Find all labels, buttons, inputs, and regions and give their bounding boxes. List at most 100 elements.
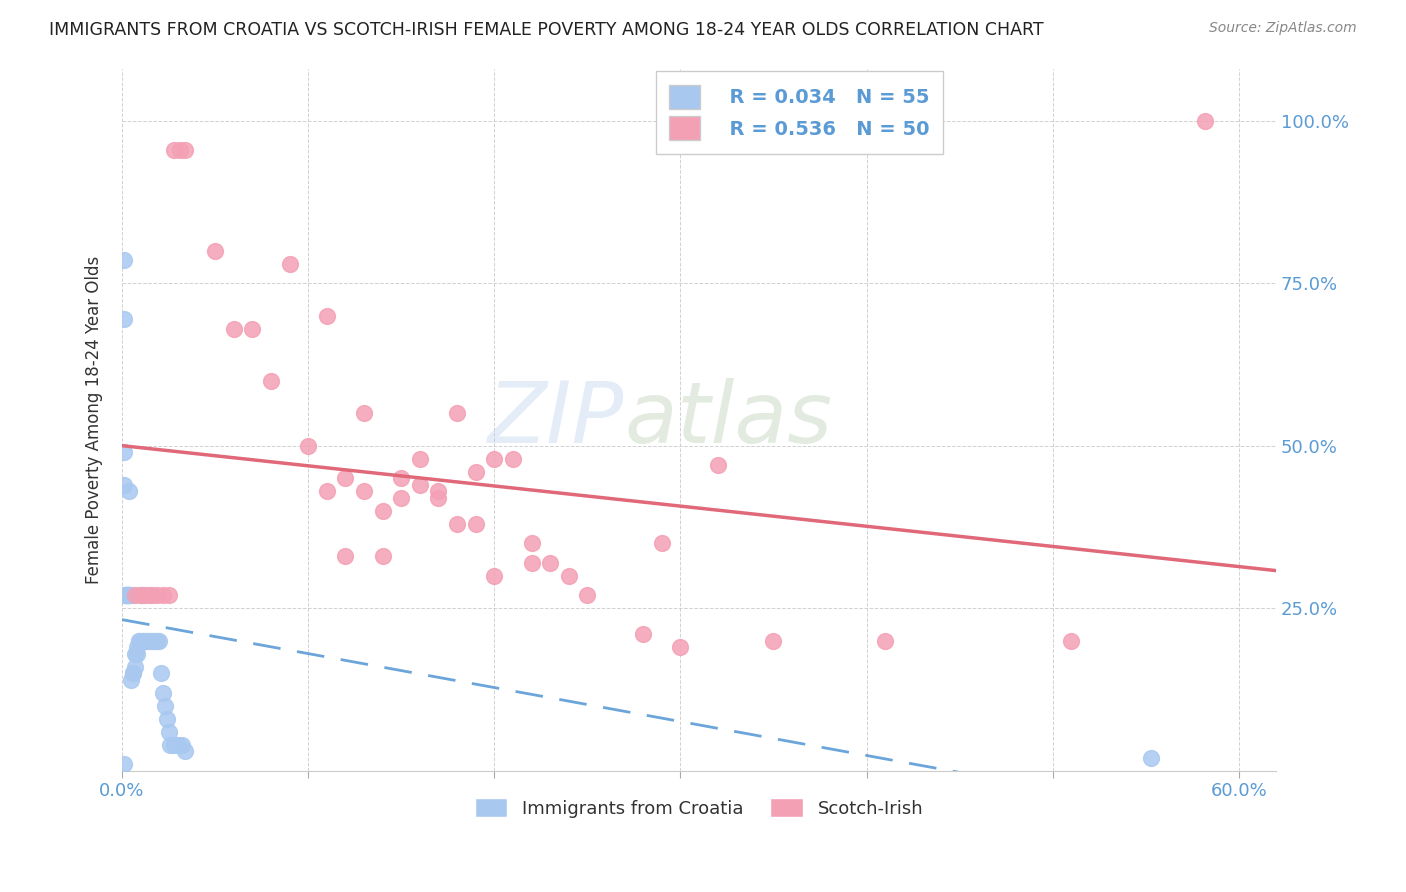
Point <box>118 588 141 602</box>
Point <box>576 588 599 602</box>
Point <box>112 445 135 459</box>
Point <box>152 588 174 602</box>
Text: atlas: atlas <box>624 378 832 461</box>
Point <box>169 143 191 157</box>
Point <box>118 588 141 602</box>
Point <box>520 536 543 550</box>
Point <box>148 633 170 648</box>
Point <box>146 588 169 602</box>
Point <box>122 666 145 681</box>
Point <box>163 738 186 752</box>
Point <box>125 640 148 655</box>
Point <box>1140 750 1163 764</box>
Point <box>139 633 162 648</box>
Point <box>278 256 301 270</box>
Point <box>427 491 450 505</box>
Point <box>120 588 142 602</box>
Point <box>136 633 159 648</box>
Point <box>669 640 692 655</box>
Point <box>112 253 135 268</box>
Point <box>157 724 180 739</box>
Point <box>371 503 394 517</box>
Point <box>651 536 673 550</box>
Point <box>170 738 193 752</box>
Point <box>152 686 174 700</box>
Point <box>153 698 176 713</box>
Legend: Immigrants from Croatia, Scotch-Irish: Immigrants from Croatia, Scotch-Irish <box>468 790 931 825</box>
Point <box>389 471 412 485</box>
Point <box>112 477 135 491</box>
Point <box>409 451 432 466</box>
Point <box>538 556 561 570</box>
Point <box>157 588 180 602</box>
Point <box>114 588 136 602</box>
Point <box>134 588 156 602</box>
Point <box>371 549 394 563</box>
Y-axis label: Female Poverty Among 18-24 Year Olds: Female Poverty Among 18-24 Year Olds <box>86 255 103 583</box>
Text: Source: ZipAtlas.com: Source: ZipAtlas.com <box>1209 21 1357 35</box>
Point <box>464 465 486 479</box>
Point <box>335 549 357 563</box>
Point <box>297 439 319 453</box>
Point <box>353 484 375 499</box>
Point <box>128 633 150 648</box>
Text: ZIP: ZIP <box>488 378 624 461</box>
Point <box>502 451 524 466</box>
Point <box>114 588 136 602</box>
Point <box>222 321 245 335</box>
Point <box>145 633 167 648</box>
Point <box>484 451 506 466</box>
Point <box>446 406 468 420</box>
Point <box>174 744 197 758</box>
Point <box>114 588 136 602</box>
Point <box>706 458 728 472</box>
Point <box>112 757 135 772</box>
Point <box>464 516 486 531</box>
Point <box>156 712 179 726</box>
Point <box>117 588 139 602</box>
Point <box>141 588 163 602</box>
Point <box>335 471 357 485</box>
Point <box>557 568 579 582</box>
Point <box>120 588 142 602</box>
Point <box>117 588 139 602</box>
Point <box>129 588 152 602</box>
Point <box>125 647 148 661</box>
Point <box>150 666 173 681</box>
Point <box>124 588 146 602</box>
Point <box>159 738 181 752</box>
Point <box>135 588 157 602</box>
Point <box>167 738 190 752</box>
Point <box>142 633 165 648</box>
Point <box>141 633 163 648</box>
Point <box>875 633 897 648</box>
Point <box>114 588 136 602</box>
Point <box>484 568 506 582</box>
Point <box>139 588 162 602</box>
Point <box>112 311 135 326</box>
Point <box>117 588 139 602</box>
Point <box>520 556 543 570</box>
Point <box>128 633 150 648</box>
Point <box>260 374 283 388</box>
Text: IMMIGRANTS FROM CROATIA VS SCOTCH-IRISH FEMALE POVERTY AMONG 18-24 YEAR OLDS COR: IMMIGRANTS FROM CROATIA VS SCOTCH-IRISH … <box>49 21 1043 38</box>
Point <box>120 673 142 687</box>
Point <box>146 633 169 648</box>
Point <box>131 633 153 648</box>
Point <box>135 633 157 648</box>
Point <box>409 477 432 491</box>
Point <box>124 647 146 661</box>
Point <box>240 321 263 335</box>
Point <box>353 406 375 420</box>
Point <box>129 588 152 602</box>
Point <box>124 659 146 673</box>
Point <box>389 491 412 505</box>
Point <box>1194 113 1216 128</box>
Point <box>122 666 145 681</box>
Point <box>315 309 337 323</box>
Point <box>446 516 468 531</box>
Point <box>174 143 197 157</box>
Point <box>631 627 654 641</box>
Point <box>131 633 153 648</box>
Point <box>134 633 156 648</box>
